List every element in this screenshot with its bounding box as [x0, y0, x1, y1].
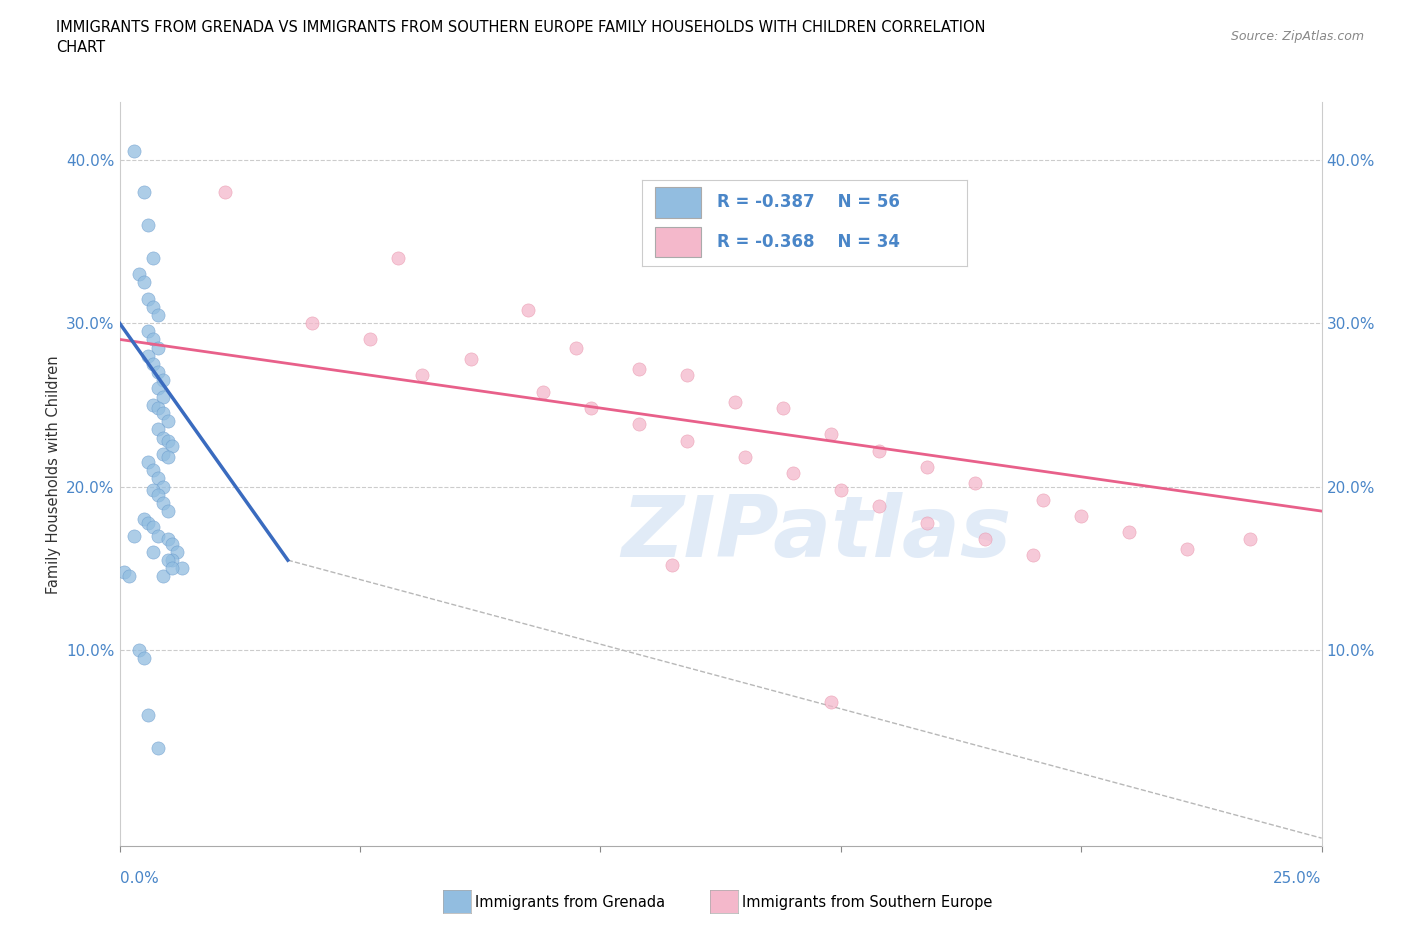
Point: [387, 250, 409, 265]
Point: [142, 483, 165, 498]
Point: [152, 569, 174, 584]
Point: [152, 373, 174, 388]
Point: [965, 476, 987, 491]
Point: [142, 250, 165, 265]
Point: [152, 446, 174, 461]
Point: [122, 144, 145, 159]
Point: [146, 308, 169, 323]
Point: [531, 384, 554, 399]
Y-axis label: Family Households with Children: Family Households with Children: [45, 355, 60, 593]
Text: 25.0%: 25.0%: [1274, 871, 1322, 886]
Point: [142, 332, 165, 347]
Point: [917, 459, 939, 474]
Text: ZIPatlas: ZIPatlas: [621, 492, 1012, 576]
Point: [156, 414, 179, 429]
Point: [146, 741, 169, 756]
Point: [152, 479, 174, 494]
Point: [868, 444, 890, 458]
Point: [170, 561, 193, 576]
Point: [152, 496, 174, 511]
Point: [1022, 548, 1045, 563]
Point: [112, 565, 135, 579]
Point: [152, 405, 174, 420]
Point: [1239, 531, 1261, 546]
Point: [138, 708, 160, 723]
Point: [782, 466, 804, 481]
Point: [132, 651, 155, 666]
Point: [1118, 525, 1140, 539]
Point: [146, 381, 169, 396]
Point: [132, 185, 155, 200]
Point: [156, 433, 179, 448]
Point: [152, 430, 174, 445]
Point: [772, 401, 794, 416]
Point: [166, 545, 188, 560]
Point: [460, 352, 482, 366]
Point: [1032, 492, 1054, 507]
Point: [146, 471, 169, 485]
Point: [820, 427, 842, 442]
Point: [917, 515, 939, 530]
Point: [676, 368, 699, 383]
Point: [146, 365, 169, 379]
Point: [142, 397, 165, 412]
Text: 0.0%: 0.0%: [120, 871, 159, 886]
Point: [734, 450, 756, 465]
Text: Source: ZipAtlas.com: Source: ZipAtlas.com: [1230, 30, 1364, 43]
Point: [156, 531, 179, 546]
Point: [579, 401, 602, 416]
Point: [1070, 509, 1092, 524]
Point: [214, 185, 236, 200]
Point: [122, 528, 145, 543]
Point: [138, 324, 160, 339]
Point: [156, 552, 179, 567]
Point: [132, 512, 155, 526]
Point: [627, 362, 650, 377]
Point: [138, 515, 160, 530]
Point: [142, 520, 165, 535]
Point: [1175, 541, 1198, 556]
Point: [146, 340, 169, 355]
Point: [146, 422, 169, 437]
Text: Immigrants from Grenada: Immigrants from Grenada: [475, 895, 665, 910]
Point: [627, 417, 650, 432]
Point: [517, 302, 540, 317]
Point: [359, 332, 381, 347]
Point: [138, 291, 160, 306]
Point: [146, 487, 169, 502]
Text: CHART: CHART: [56, 40, 105, 55]
Point: [156, 504, 179, 519]
Text: Immigrants from Southern Europe: Immigrants from Southern Europe: [742, 895, 993, 910]
Point: [162, 438, 184, 453]
Point: [142, 299, 165, 314]
Point: [118, 569, 141, 584]
Point: [142, 463, 165, 478]
Point: [820, 695, 842, 710]
Point: [565, 340, 588, 355]
Point: [128, 267, 150, 282]
Point: [128, 643, 150, 658]
Point: [162, 537, 184, 551]
Point: [142, 545, 165, 560]
Point: [661, 558, 683, 573]
Point: [152, 389, 174, 404]
Point: [868, 498, 890, 513]
Point: [138, 455, 160, 470]
Point: [146, 528, 169, 543]
Point: [676, 433, 699, 448]
Point: [830, 483, 852, 498]
Point: [132, 274, 155, 289]
Point: [138, 218, 160, 232]
Point: [162, 552, 184, 567]
Text: IMMIGRANTS FROM GRENADA VS IMMIGRANTS FROM SOUTHERN EUROPE FAMILY HOUSEHOLDS WIT: IMMIGRANTS FROM GRENADA VS IMMIGRANTS FR…: [56, 20, 986, 35]
Point: [301, 315, 323, 330]
Point: [974, 531, 997, 546]
Point: [156, 450, 179, 465]
Point: [138, 349, 160, 364]
Point: [146, 401, 169, 416]
Point: [724, 394, 747, 409]
Point: [142, 356, 165, 371]
Point: [162, 561, 184, 576]
Point: [411, 368, 433, 383]
